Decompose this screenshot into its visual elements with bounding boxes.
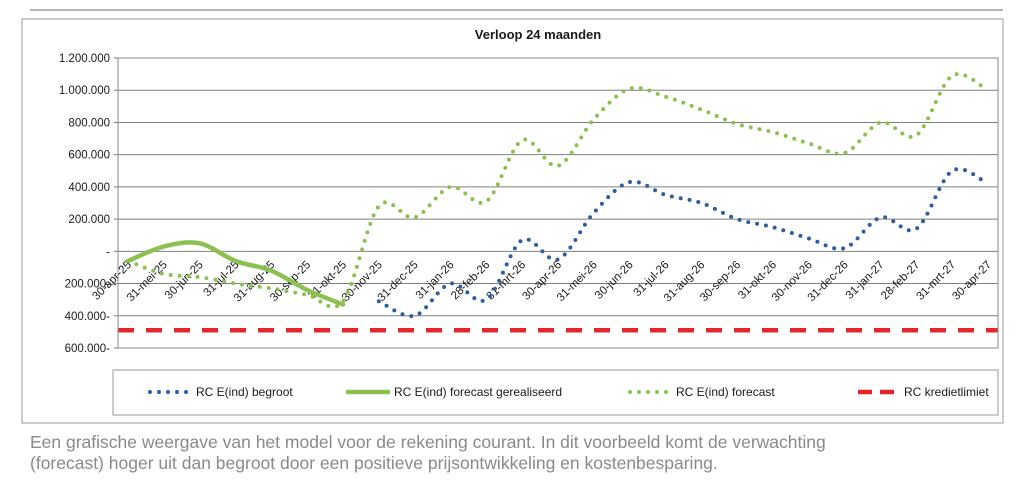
series-line: [376, 167, 990, 319]
y-tick-label: 1.200.000: [59, 53, 110, 65]
top-divider: [30, 9, 1003, 11]
grid-lines: [118, 89, 998, 317]
series-line: [126, 72, 990, 309]
x-tick-label: 30-apr-27: [950, 259, 994, 303]
y-tick-label: 800.000: [68, 117, 110, 129]
caption: Een grafische weergave van het model voo…: [30, 432, 1010, 474]
caption-line-1: Een grafische weergave van het model voo…: [30, 432, 826, 452]
chart: Verloop 24 maanden 1.200.000 1.000.000 800…: [21, 18, 1004, 424]
legend-box: [112, 369, 999, 416]
y-tick-label: 600.000: [68, 150, 110, 162]
y-tick-label: 1.000.000: [59, 85, 110, 97]
y-axis: 1.200.000 1.000.000 800.000 600.000 400.000 2…: [59, 53, 118, 355]
chart-title: Verloop 24 maanden: [475, 27, 601, 42]
chart-outer-frame: [21, 18, 1004, 424]
y-tick-label: 400.000-: [65, 311, 111, 323]
y-tick-label: 200.000: [68, 214, 110, 226]
x-tick-label: 30-jun-26: [593, 259, 636, 302]
y-tick-label: -: [106, 246, 110, 258]
x-tick-label: 30-jun-25: [163, 259, 206, 302]
legend-label: RC kredietlimiet: [904, 385, 989, 399]
series-line: [125, 240, 346, 307]
caption-line-2: (forecast) hoger uit dan begroot door ee…: [30, 453, 718, 473]
legend: RC E(ind) begroot RC E(ind) forecast gere…: [148, 385, 989, 399]
series-group: [118, 72, 998, 333]
y-tick-label: 400.000: [68, 182, 110, 194]
legend-label: RC E(ind) forecast gerealiseerd: [394, 385, 562, 399]
y-tick-label: 200.000-: [65, 279, 111, 291]
legend-label: RC E(ind) forecast: [676, 385, 775, 399]
legend-label: RC E(ind) begroot: [196, 385, 293, 399]
y-tick-label: 600.000-: [65, 343, 111, 355]
plot-area-frame: [117, 57, 999, 349]
